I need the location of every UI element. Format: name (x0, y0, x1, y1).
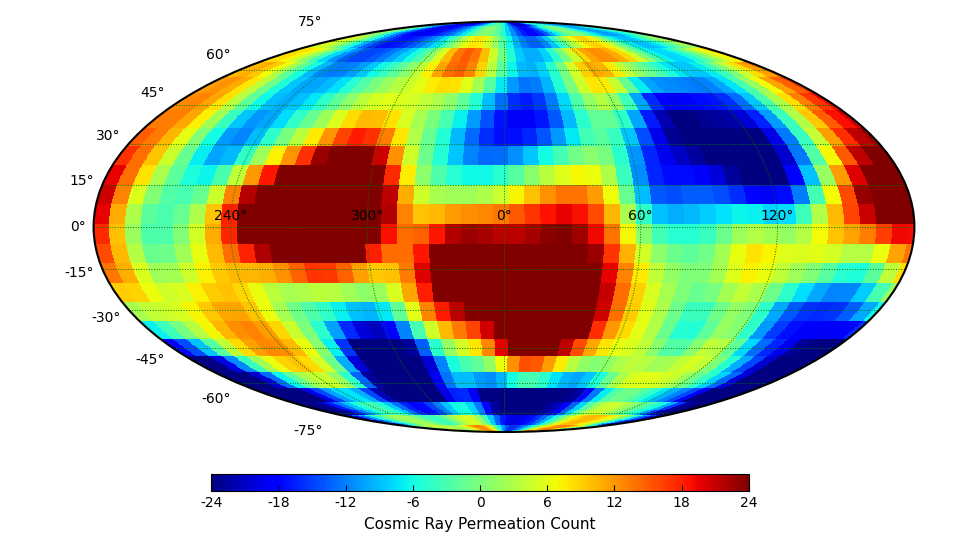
X-axis label: Cosmic Ray Permeation Count: Cosmic Ray Permeation Count (364, 517, 596, 532)
